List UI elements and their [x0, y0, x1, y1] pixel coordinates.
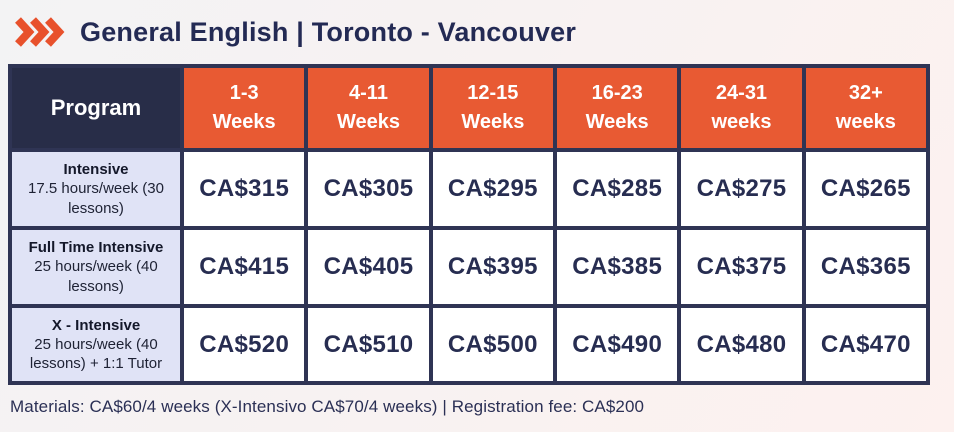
week-range: 32+ [848, 82, 883, 104]
price-cell: CA$295 [432, 152, 553, 226]
price-cell: CA$405 [308, 230, 429, 304]
program-column-header: Program [12, 68, 180, 148]
price-cell: CA$415 [184, 230, 305, 304]
program-cell-full-time-intensive: Full Time Intensive 25 hours/week (40 le… [12, 230, 180, 304]
price-cell: CA$385 [557, 230, 678, 304]
price-cell: CA$470 [805, 308, 926, 381]
program-cell-intensive: Intensive 17.5 hours/week (30 lessons) [12, 152, 180, 226]
page-title: General English | Toronto - Vancouver [80, 16, 577, 47]
price-cell: CA$520 [184, 308, 305, 381]
week-header-32plus: 32+ weeks [805, 68, 926, 148]
price-cell: CA$500 [432, 308, 553, 381]
week-unit: weeks [835, 111, 896, 133]
page-header: General English | Toronto - Vancouver [0, 0, 954, 53]
triple-chevron-icon [14, 16, 66, 48]
week-header-1-3: 1-3 Weeks [184, 68, 305, 148]
price-cell: CA$510 [308, 308, 429, 381]
week-unit: Weeks [336, 111, 400, 133]
week-range: 4-11 [349, 82, 388, 104]
program-details: 17.5 hours/week (30 lessons) [28, 180, 164, 217]
materials-registration-note: Materials: CA$60/4 weeks (X-Intensivo CA… [10, 397, 645, 416]
price-cell: CA$375 [681, 230, 802, 304]
week-range: 16-23 [591, 82, 643, 104]
week-range: 12-15 [467, 82, 519, 104]
week-unit: Weeks [585, 111, 649, 133]
price-cell: CA$305 [308, 152, 429, 226]
week-header-24-31: 24-31 weeks [681, 68, 802, 148]
program-name: Full Time Intensive [28, 239, 164, 257]
price-cell: CA$265 [805, 152, 926, 226]
price-cell: CA$315 [184, 152, 305, 226]
price-cell: CA$365 [805, 230, 926, 304]
week-range: 24-31 [715, 82, 768, 104]
program-details: 25 hours/week (40 lessons) [34, 258, 158, 295]
week-header-12-15: 12-15 Weeks [432, 68, 553, 148]
program-cell-x-intensive: X - Intensive 25 hours/week (40 lessons)… [12, 308, 180, 381]
week-unit: Weeks [212, 111, 276, 133]
week-header-4-11: 4-11 Weeks [308, 68, 429, 148]
program-name: Intensive [63, 161, 129, 179]
week-range: 1-3 [229, 82, 259, 104]
price-cell: CA$275 [681, 152, 802, 226]
price-cell: CA$285 [557, 152, 678, 226]
price-cell: CA$490 [557, 308, 678, 381]
pricing-table: Program 1-3 Weeks 4-11 Weeks 12-15 Weeks… [8, 64, 930, 385]
program-details: 25 hours/week (40 lessons) + 1:1 Tutor [29, 335, 163, 373]
price-cell: CA$480 [681, 308, 802, 381]
week-unit: weeks [711, 111, 772, 133]
price-cell: CA$395 [432, 230, 553, 304]
week-unit: Weeks [461, 111, 525, 133]
week-header-16-23: 16-23 Weeks [557, 68, 678, 148]
program-name: X - Intensive [51, 316, 141, 334]
